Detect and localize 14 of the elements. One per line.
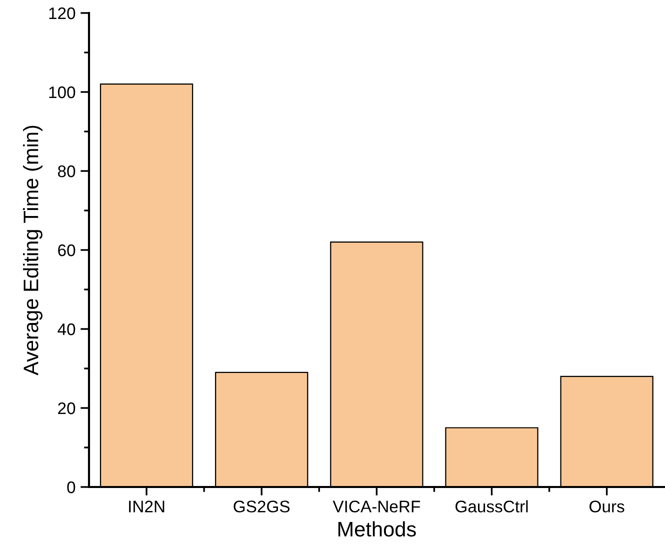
y-tick-label: 100 [49, 86, 76, 98]
x-tick-label: IN2N [129, 500, 164, 512]
y-tick-label: 60 [58, 244, 76, 256]
y-tick-label: 40 [58, 323, 76, 336]
x-tick-label: VICA-NeRF [332, 500, 420, 512]
x-tick-label: GaussCtrl [456, 500, 528, 512]
y-axis-title: Average Editing Time (min) [23, 126, 42, 376]
y-tick-label: 80 [58, 165, 76, 178]
y-tick-label: 0 [67, 481, 76, 494]
y-tick-label: 20 [58, 402, 76, 414]
x-axis-title: Methods [338, 521, 416, 537]
y-tick-label: 120 [49, 7, 76, 20]
x-tick-label: GS2GS [234, 500, 290, 512]
x-tick-label: Ours [590, 500, 624, 512]
